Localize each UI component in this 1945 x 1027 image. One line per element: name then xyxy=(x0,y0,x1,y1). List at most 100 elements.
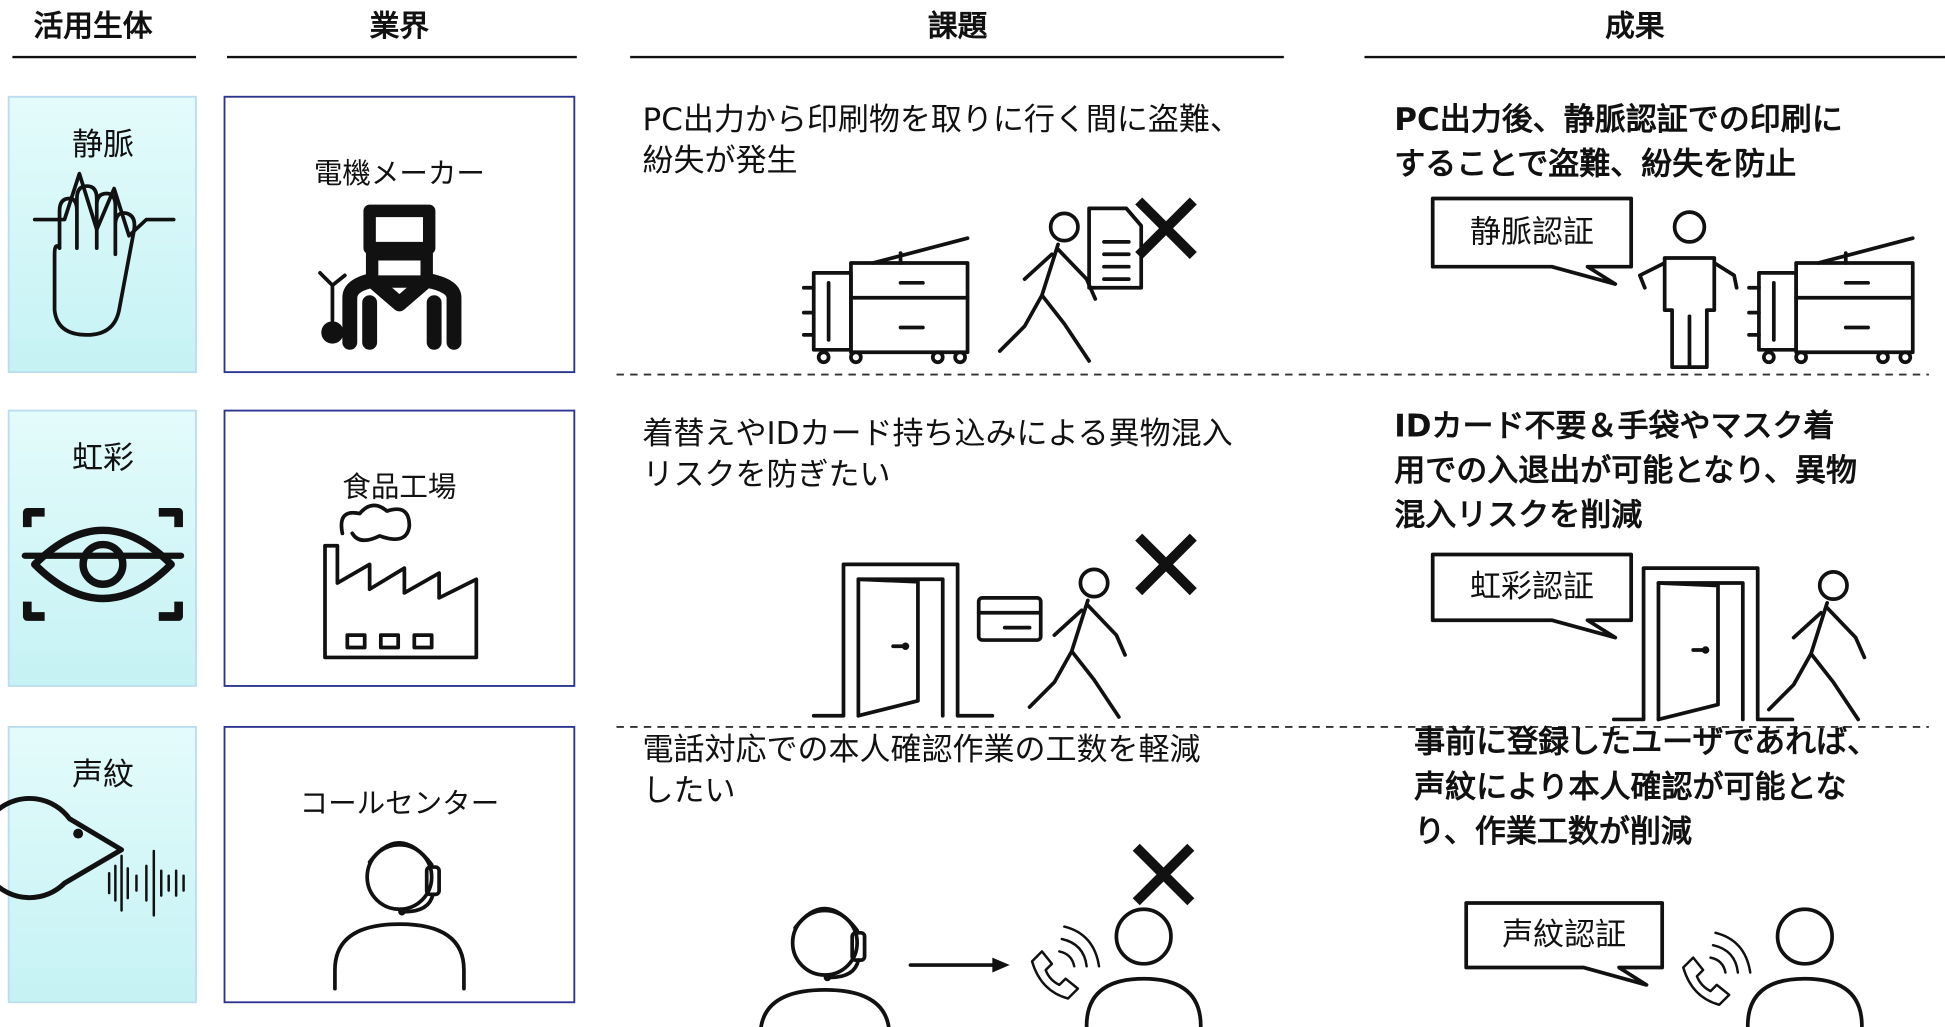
icon-part xyxy=(0,795,125,901)
icon-part xyxy=(412,633,434,650)
icon-part xyxy=(345,633,367,650)
biometric-cell xyxy=(7,95,197,374)
problem-text: 紛失が発生 xyxy=(643,143,798,179)
result-text: IDカード不要＆手袋やマスク着 xyxy=(1394,408,1834,444)
icons: 静脈認証 xyxy=(32,171,1915,370)
icon-part xyxy=(793,906,860,933)
icon-part xyxy=(1672,210,1707,244)
industry-label: 食品工場 xyxy=(342,471,456,504)
icon-part xyxy=(318,271,347,322)
icon-part xyxy=(1114,907,1173,966)
icon-part xyxy=(1030,950,1080,1000)
icon-part xyxy=(1747,280,1776,342)
icon-part xyxy=(992,957,1010,973)
callout-label: 声紋認証 xyxy=(1502,917,1626,953)
problem-text: 電話対応での本人確認作業の工数を軽減 xyxy=(643,732,1201,768)
icon-part xyxy=(1058,925,1101,968)
icon-part xyxy=(816,350,831,365)
icon-part xyxy=(827,958,861,980)
icon-part xyxy=(1898,350,1913,365)
icon-part xyxy=(398,907,406,916)
icon-part xyxy=(849,261,970,355)
icon-part xyxy=(930,350,945,365)
icon-part xyxy=(1027,598,1127,719)
icons: 声紋認証 xyxy=(0,795,1864,1027)
icon-part xyxy=(1132,843,1195,906)
icon-part xyxy=(1794,261,1915,355)
industry-label: コールセンター xyxy=(300,787,500,820)
problem-text: したい xyxy=(643,773,736,809)
icon-part xyxy=(1745,976,1864,1027)
icon-part xyxy=(1656,581,1720,722)
icon-part xyxy=(367,841,434,867)
result-text: 用での入退出が可能となり、異物 xyxy=(1394,453,1857,489)
icon-part xyxy=(402,892,435,914)
icon-part xyxy=(1757,271,1799,352)
icons: 虹彩認証 xyxy=(21,503,1867,722)
column-header: 課題 xyxy=(928,9,988,44)
icon-part xyxy=(1464,901,1665,987)
icon-part xyxy=(73,828,84,839)
icon-part xyxy=(1430,196,1634,286)
icon-part xyxy=(1701,646,1710,654)
icon-part xyxy=(976,596,1043,642)
icon-part xyxy=(1087,206,1144,290)
icon-part xyxy=(801,280,831,342)
result-text: 声紋により本人確認が可能とな xyxy=(1414,769,1846,805)
icon-part xyxy=(52,184,137,337)
icon-part xyxy=(1794,350,1808,365)
icon-part xyxy=(871,236,970,265)
icon-part xyxy=(856,577,920,718)
icon-part xyxy=(378,633,401,650)
icon-part xyxy=(342,272,462,350)
icon-part xyxy=(79,540,127,588)
icon-part xyxy=(333,922,466,991)
icon-part xyxy=(1430,552,1634,640)
industry-label: 電機メーカー xyxy=(314,157,485,190)
result-text: 混入リスクを削減 xyxy=(1394,498,1642,534)
icon-part xyxy=(1876,350,1890,365)
icon-part xyxy=(953,350,967,365)
icon-part xyxy=(1766,600,1867,722)
result-text: り、作業工数が削減 xyxy=(1414,814,1692,850)
icon-part xyxy=(1682,956,1731,1006)
icon-part xyxy=(1084,976,1203,1027)
industry-cell xyxy=(223,725,576,1004)
icon-part xyxy=(1135,197,1197,260)
icon-part xyxy=(1135,533,1197,596)
result-text: 事前に登録したユーザであれば、 xyxy=(1414,725,1878,761)
icon-part xyxy=(759,988,891,1027)
icon-part xyxy=(811,562,995,718)
problem-text: リスクを防ぎたい xyxy=(643,457,891,493)
biometric-label: 静脈 xyxy=(72,127,134,163)
icon-part xyxy=(22,507,183,621)
problem-text: PC出力から印刷物を取りに行く間に盗難、 xyxy=(643,102,1241,138)
icon-part xyxy=(1816,236,1915,265)
biometric-cell xyxy=(7,725,197,1004)
icon-part xyxy=(31,526,175,603)
callout-label: 虹彩認証 xyxy=(1470,569,1594,605)
icon-part xyxy=(1762,350,1776,365)
column-header: 成果 xyxy=(1605,9,1665,44)
icon-part xyxy=(1048,211,1080,243)
result-text: PC出力後、静脈認証での印刷に xyxy=(1394,102,1842,138)
icon-part xyxy=(1775,907,1834,966)
icon-part xyxy=(849,350,863,365)
column-header: 業界 xyxy=(370,9,430,44)
result-text: することで盗難、紛失を防止 xyxy=(1394,147,1796,183)
icon-part xyxy=(811,271,853,352)
icon-part xyxy=(1637,256,1739,370)
industry-cell xyxy=(223,95,576,374)
callout-label: 静脈認証 xyxy=(1470,214,1594,250)
icon-part xyxy=(1709,931,1752,974)
icon-part xyxy=(1078,567,1110,599)
problem-text: 着替えやIDカード持ち込みによる異物混入 xyxy=(643,416,1233,452)
icon-part xyxy=(976,610,1043,630)
icon-part xyxy=(1611,566,1795,722)
icon-part xyxy=(323,503,479,660)
header: 活用生体 業界 課題 成果 xyxy=(12,9,1945,59)
